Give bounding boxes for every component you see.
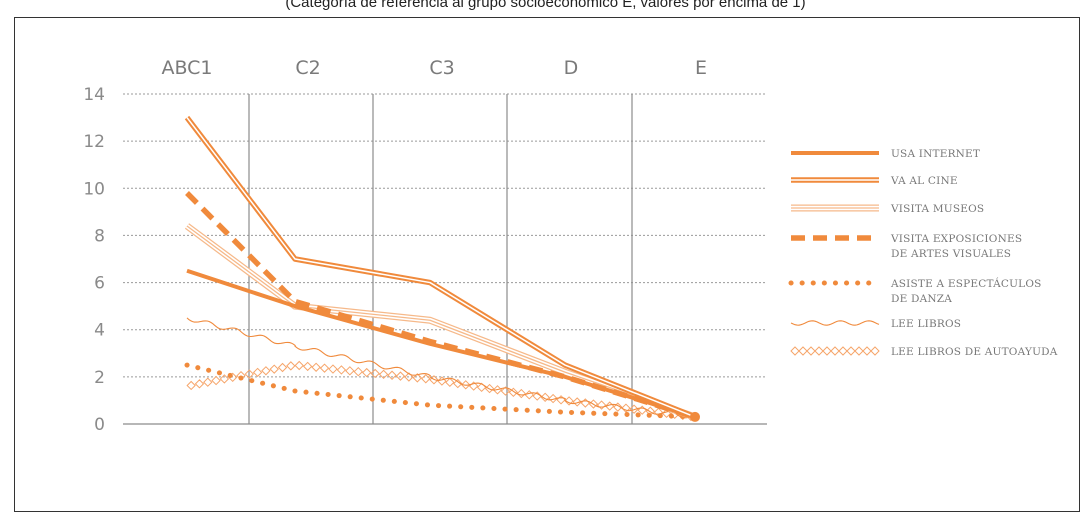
series-line-6-path-marker [244,369,255,379]
y-tick-label: 4 [94,321,105,341]
legend-label: USA INTERNET [891,148,980,160]
series-line-6-path-marker [556,395,566,405]
legend-swatch-6 [790,346,880,356]
x-category-label: ABC1 [161,57,212,79]
legend-label: VISITA EXPOSICIONES [890,233,1022,245]
legend-swatch-6-line-marker [830,346,840,356]
legend-swatch-5-line [790,320,880,326]
series-line-6-path-marker [328,364,338,374]
series-line-6-path-marker [492,385,503,395]
data-point-end [690,411,700,422]
series-line-6-path-marker [294,360,304,371]
legend-label: VA AL CINE [890,175,958,187]
y-tick-label: 6 [94,274,105,294]
series-line-1-path-inner [186,117,696,418]
series-line-6-path-marker [302,361,313,372]
series-line-6-path-marker [336,365,347,375]
series-line-6-path-marker [194,379,205,389]
series-line-6-path-marker [319,363,330,373]
series-line-3 [185,191,696,420]
y-tick-label: 2 [94,368,105,388]
legend-swatch-6-line-marker [814,346,824,356]
series-line-5-path [186,317,696,419]
series-line-6-path-marker [484,383,495,394]
series-line-6-path-marker [362,367,372,378]
series-line-6-path-marker [345,366,355,376]
legend-label: LEE LIBROS [891,318,961,330]
series-line-6-path-marker [653,407,664,417]
series-line-6-path-marker [252,367,263,378]
legend-swatch-6-line-marker [798,346,808,356]
series-line-6-path-marker [211,375,221,386]
series-line-6-path-marker [186,380,196,391]
y-tick-label: 14 [83,85,105,105]
legend-swatch-6-line-marker [862,346,872,356]
legend-swatch-6-line-marker [870,346,880,356]
series-line-6-path-marker [437,376,447,386]
series-line-5 [186,317,696,419]
series-line-1 [184,115,697,420]
chart-frame: 0 2 4 6 8 10 12 14 ABC1 C2 C3 D E USA INTERNET VA AL C… [14,17,1080,512]
x-category-label: D [564,57,579,79]
line-chart: 0 2 4 6 8 10 12 14 ABC1 C2 C3 D E USA INTERNET VA AL C… [83,57,1058,435]
series-line-6-path-marker [311,362,321,372]
series-line-6-path-marker [370,368,380,379]
series-line-6-path-marker [378,369,389,380]
series-line-6-path-marker [580,398,591,408]
series-line-6-path-marker [564,396,574,406]
series-line-2 [184,223,697,421]
series-line-6-path-marker [219,374,230,384]
series-line-2-path-center [186,225,696,418]
series-line-6 [186,360,696,422]
series-line-6-path-marker [516,388,527,399]
series-line-6-path-marker [468,381,479,391]
series-line-6-path-marker [269,364,279,374]
series-line-6-path-marker [261,366,271,376]
y-tick-label: 8 [94,226,105,246]
y-tick-label: 12 [83,132,105,152]
legend-swatch-6-line-marker [790,346,800,356]
series-line-6-path-marker [476,382,487,393]
legend-label: LEE LIBROS DE AUTOAYUDA [891,346,1058,358]
series-line-6-path-marker [540,392,550,403]
series-line-6-path-marker [353,366,363,377]
series-line-6-path-marker [387,370,397,380]
series-line-6-path-marker [604,401,615,411]
series-line-6-path-marker [286,361,296,371]
series-line-6-path-marker [277,362,288,373]
legend-swatch-5 [790,320,880,326]
series-line-6-path-marker [621,403,631,413]
series-line-6-path-marker [395,371,406,381]
series-line-6-path-marker [203,377,213,387]
series-line-6-path-marker [524,390,534,400]
chart-caption: (Categoría de referencia al grupo socioe… [285,0,806,11]
x-category-label: C2 [295,57,320,79]
series-line-6-path-marker [508,387,519,398]
legend-label: DE DANZA [891,293,952,305]
series-line-6-path-marker [661,408,672,419]
y-tick-label: 0 [94,415,105,435]
legend-label: ASISTE A ESPECTÁCULOS [890,276,1042,290]
y-tick-label: 10 [83,179,105,199]
series-line-6-path-marker [421,374,431,384]
series-line-6-path-marker [596,400,607,410]
legend-swatch-6-line-marker [838,346,848,356]
legend-swatch-6-line-marker [846,346,856,356]
series-line-6-path-marker [445,377,455,388]
series-line-6-path-marker [629,404,639,414]
series-line-6-path-marker [588,399,599,409]
legend-swatch-6-line-marker [854,346,864,356]
series-line-3-path [185,191,696,420]
series-line-6-path-marker [404,372,414,382]
legend-label: VISITA MUSEOS [890,203,984,215]
legend-swatch-6-line-marker [806,346,816,356]
legend-swatch-6-line-marker [822,346,832,356]
x-category-label: E [695,57,707,79]
x-category-label: C3 [429,57,454,79]
legend-label: DE ARTES VISUALES [891,248,1011,260]
